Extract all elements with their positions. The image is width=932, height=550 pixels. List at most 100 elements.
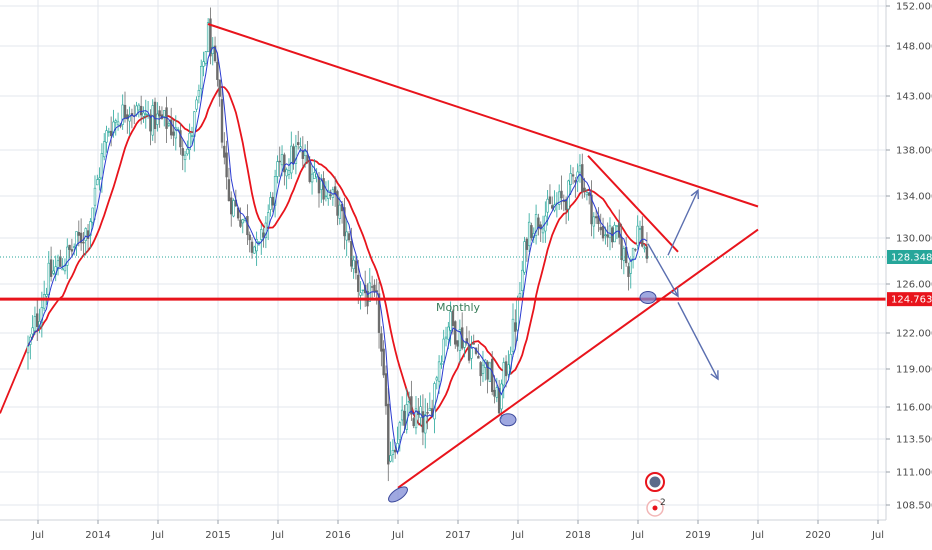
candle-body [338,204,341,219]
candle-body [227,179,231,202]
x-tick-label: Jul [511,530,524,541]
projection-arrow[interactable] [677,302,718,379]
candle-body [269,197,272,210]
candle-body [343,207,346,237]
price-label: 128.348 [891,252,932,263]
candle-body [45,294,48,297]
candle-body [620,236,623,260]
y-tick-label: 130.000 [896,234,932,245]
y-tick-label: 108.500 [896,501,932,512]
candle-body [223,145,226,158]
x-tick-label: Jul [31,530,44,541]
x-tick-label: Jul [271,530,284,541]
trendline[interactable] [397,228,759,489]
drawing-layer[interactable]: Monthly 2 [0,23,886,517]
candle-body [551,205,554,209]
candle-body [276,161,279,177]
candle-body [557,191,561,205]
candle-body [560,190,563,199]
candle-body [463,341,466,348]
touch-point-marker[interactable] [639,290,657,304]
candle-body [518,293,522,298]
candle-body [391,450,395,455]
candle-body [190,135,194,137]
candle-body [163,110,166,117]
touch-point-marker[interactable] [499,413,517,427]
candle-body [370,286,374,288]
candle-body [290,145,293,174]
candle-body [59,256,62,267]
candle-body [641,225,644,247]
candle-body [313,172,316,179]
candle-body [107,131,111,133]
candle-body [181,148,184,156]
candle-body [451,310,455,326]
ma-slow-line [0,85,648,429]
candle-body [262,232,265,238]
candle-body [72,246,76,248]
candle-body [585,192,589,196]
candle-body [400,409,404,421]
candle-body [428,407,432,411]
candle-body [137,104,141,111]
candle-body [548,196,552,204]
candle-body [158,110,161,117]
candle-body [310,173,314,183]
candle-body [336,191,339,216]
candle-body [525,238,529,250]
trendline[interactable] [207,23,759,208]
candle-body [109,130,113,137]
touch-point-marker[interactable] [386,484,410,505]
candle-body [454,321,457,345]
y-tick-label: 148.000 [896,42,932,53]
candle-body [186,148,189,155]
plot-area [0,0,886,520]
candle-body [502,362,505,386]
x-tick-label: Jul [151,530,164,541]
candle-body [516,299,519,331]
candle-body [493,389,496,397]
candle-body [530,225,533,239]
indicator-badge-secondary-dot-icon [652,505,658,511]
x-tick-label: 2015 [205,530,230,541]
candle-body [491,358,494,392]
candle-body [571,174,575,177]
candle-body [153,101,157,130]
candle-body [149,114,152,132]
candle-body [389,455,392,462]
price-label-box [887,292,932,307]
x-tick-label: Jul [391,530,404,541]
candle-body [500,383,503,410]
candle-body [241,219,244,224]
candle-body [488,362,492,382]
candle-body [377,293,381,333]
trendline[interactable] [587,155,679,253]
y-tick-label: 122.000 [896,329,932,340]
candle-body [86,230,90,239]
candle-body [373,284,376,293]
candle-body [100,153,104,179]
candle-body [200,65,203,90]
candle-body [202,61,205,67]
candle-body [213,45,217,62]
candle-body [216,61,219,80]
candle-body [303,150,307,157]
candle-body [465,338,468,344]
candle-body [403,410,406,426]
candle-body [497,387,501,414]
candle-body [590,194,593,225]
price-label: 124.763 [891,295,932,306]
candle-body [345,231,348,241]
projection-arrow[interactable] [647,243,678,297]
candle-body [592,216,596,227]
candle-body [84,228,87,241]
candle-body [91,207,94,223]
projection-arrow[interactable] [667,190,698,256]
candle-body [103,141,106,158]
candle-body [410,396,413,415]
candle-body [49,259,53,277]
candle-body [421,411,425,433]
candle-body [477,356,480,359]
candle-body [123,104,127,119]
